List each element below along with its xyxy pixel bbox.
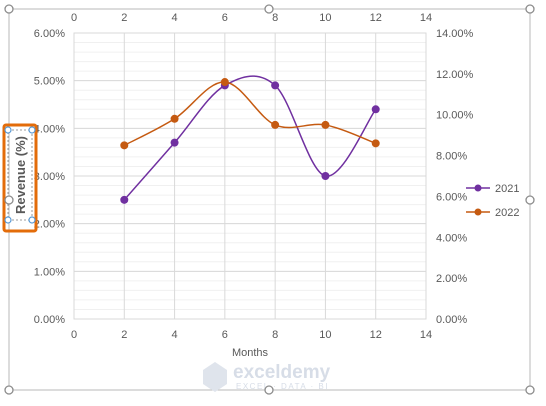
selection-handle[interactable] — [4, 216, 12, 224]
data-point-2022[interactable] — [120, 141, 129, 150]
y-secondary-tick-label: 10.00% — [436, 110, 474, 122]
y-primary-tick-label: 2.00% — [34, 219, 65, 231]
resize-handle — [4, 385, 14, 395]
y-secondary-tick-label: 4.00% — [436, 232, 467, 244]
legend-marker-2022 — [474, 208, 482, 216]
y-primary-tick-label: 4.00% — [34, 123, 65, 135]
selection-handle[interactable] — [4, 126, 12, 134]
axis-labels: 0 0 2 2 4 4 6 6 8 8 10 10 12 12 14 14 0.00% 1.00% 2.00% 3.0… — [34, 12, 474, 359]
watermark-name: exceldemy — [233, 362, 331, 383]
x-top-tick-label: 10 — [319, 12, 331, 24]
series-line-2021[interactable] — [123, 75, 377, 201]
y-secondary-tick-label: 2.00% — [436, 273, 467, 285]
y-secondary-tick-label: 0.00% — [436, 314, 467, 326]
resize-handle — [264, 4, 274, 14]
y-primary-tick-label: 0.00% — [34, 314, 65, 326]
data-point-2021[interactable] — [271, 81, 280, 90]
data-point-2022[interactable] — [371, 139, 380, 148]
y-secondary-tick-label: 6.00% — [436, 191, 467, 203]
data-point-2021[interactable] — [321, 172, 330, 180]
plot-area[interactable] — [73, 32, 427, 320]
selection-dashed-box — [7, 129, 33, 221]
selection-outline — [2, 123, 38, 233]
y-primary-tick-label: 6.00% — [34, 28, 65, 40]
x-top-tick-label: 0 — [71, 12, 77, 24]
y-primary-tick-label: 3.00% — [34, 171, 65, 183]
x-tick-label: 2 — [121, 329, 127, 341]
x-tick-label: 14 — [420, 329, 432, 341]
resize-handle — [525, 385, 535, 395]
data-point-2022[interactable] — [271, 120, 280, 129]
x-top-tick-label: 8 — [272, 12, 278, 24]
legend[interactable]: 2021 2022 — [466, 183, 519, 219]
y-secondary-tick-label: 12.00% — [436, 69, 474, 81]
watermark-tagline: EXCEL · DATA · BI — [236, 382, 329, 391]
x-top-tick-label: 12 — [370, 12, 382, 24]
data-point-2021[interactable] — [120, 195, 129, 204]
y-axis-title-selection[interactable]: Revenue (%) — [2, 123, 38, 233]
selection-handle[interactable] — [28, 216, 36, 224]
legend-marker-2021 — [474, 184, 482, 192]
y-secondary-tick-label: 14.00% — [436, 28, 474, 40]
legend-entry-2022[interactable]: 2022 — [495, 207, 519, 219]
data-point-2022[interactable] — [220, 78, 229, 87]
data-point-2021[interactable] — [170, 138, 179, 147]
data-point-2021[interactable] — [371, 105, 380, 114]
x-top-tick-label: 4 — [172, 12, 178, 24]
watermark-logo-icon — [203, 362, 227, 392]
selection-handle[interactable] — [28, 126, 36, 134]
x-tick-label: 12 — [370, 329, 382, 341]
legend-entry-2021[interactable]: 2021 — [495, 183, 519, 195]
resize-handle — [264, 385, 274, 395]
y-primary-tick-label: 1.00% — [34, 266, 65, 278]
x-tick-label: 8 — [272, 329, 278, 341]
y-primary-tick-label: 5.00% — [34, 76, 65, 88]
x-top-tick-label: 14 — [420, 12, 432, 24]
chart-frame[interactable] — [8, 8, 531, 391]
x-tick-label: 10 — [319, 329, 331, 341]
x-top-tick-label: 2 — [121, 12, 127, 24]
x-tick-label: 0 — [71, 329, 77, 341]
chart-resize-handles[interactable] — [4, 4, 535, 395]
x-tick-label: 4 — [172, 329, 178, 341]
resize-handle — [525, 195, 535, 205]
x-tick-label: 6 — [222, 329, 228, 341]
watermark: exceldemy EXCEL · DATA · BI — [203, 362, 331, 392]
data-point-2022[interactable] — [170, 114, 179, 123]
x-top-tick-label: 6 — [222, 12, 228, 24]
resize-handle — [525, 4, 535, 14]
x-axis-title[interactable]: Months — [232, 347, 269, 359]
resize-handle — [4, 4, 14, 14]
y-secondary-tick-label: 8.00% — [436, 151, 467, 163]
data-point-2022[interactable] — [321, 120, 330, 129]
y-axis-title[interactable]: Revenue (%) — [13, 136, 28, 214]
resize-handle — [4, 195, 14, 205]
series — [120, 75, 380, 204]
gridlines — [73, 32, 427, 320]
